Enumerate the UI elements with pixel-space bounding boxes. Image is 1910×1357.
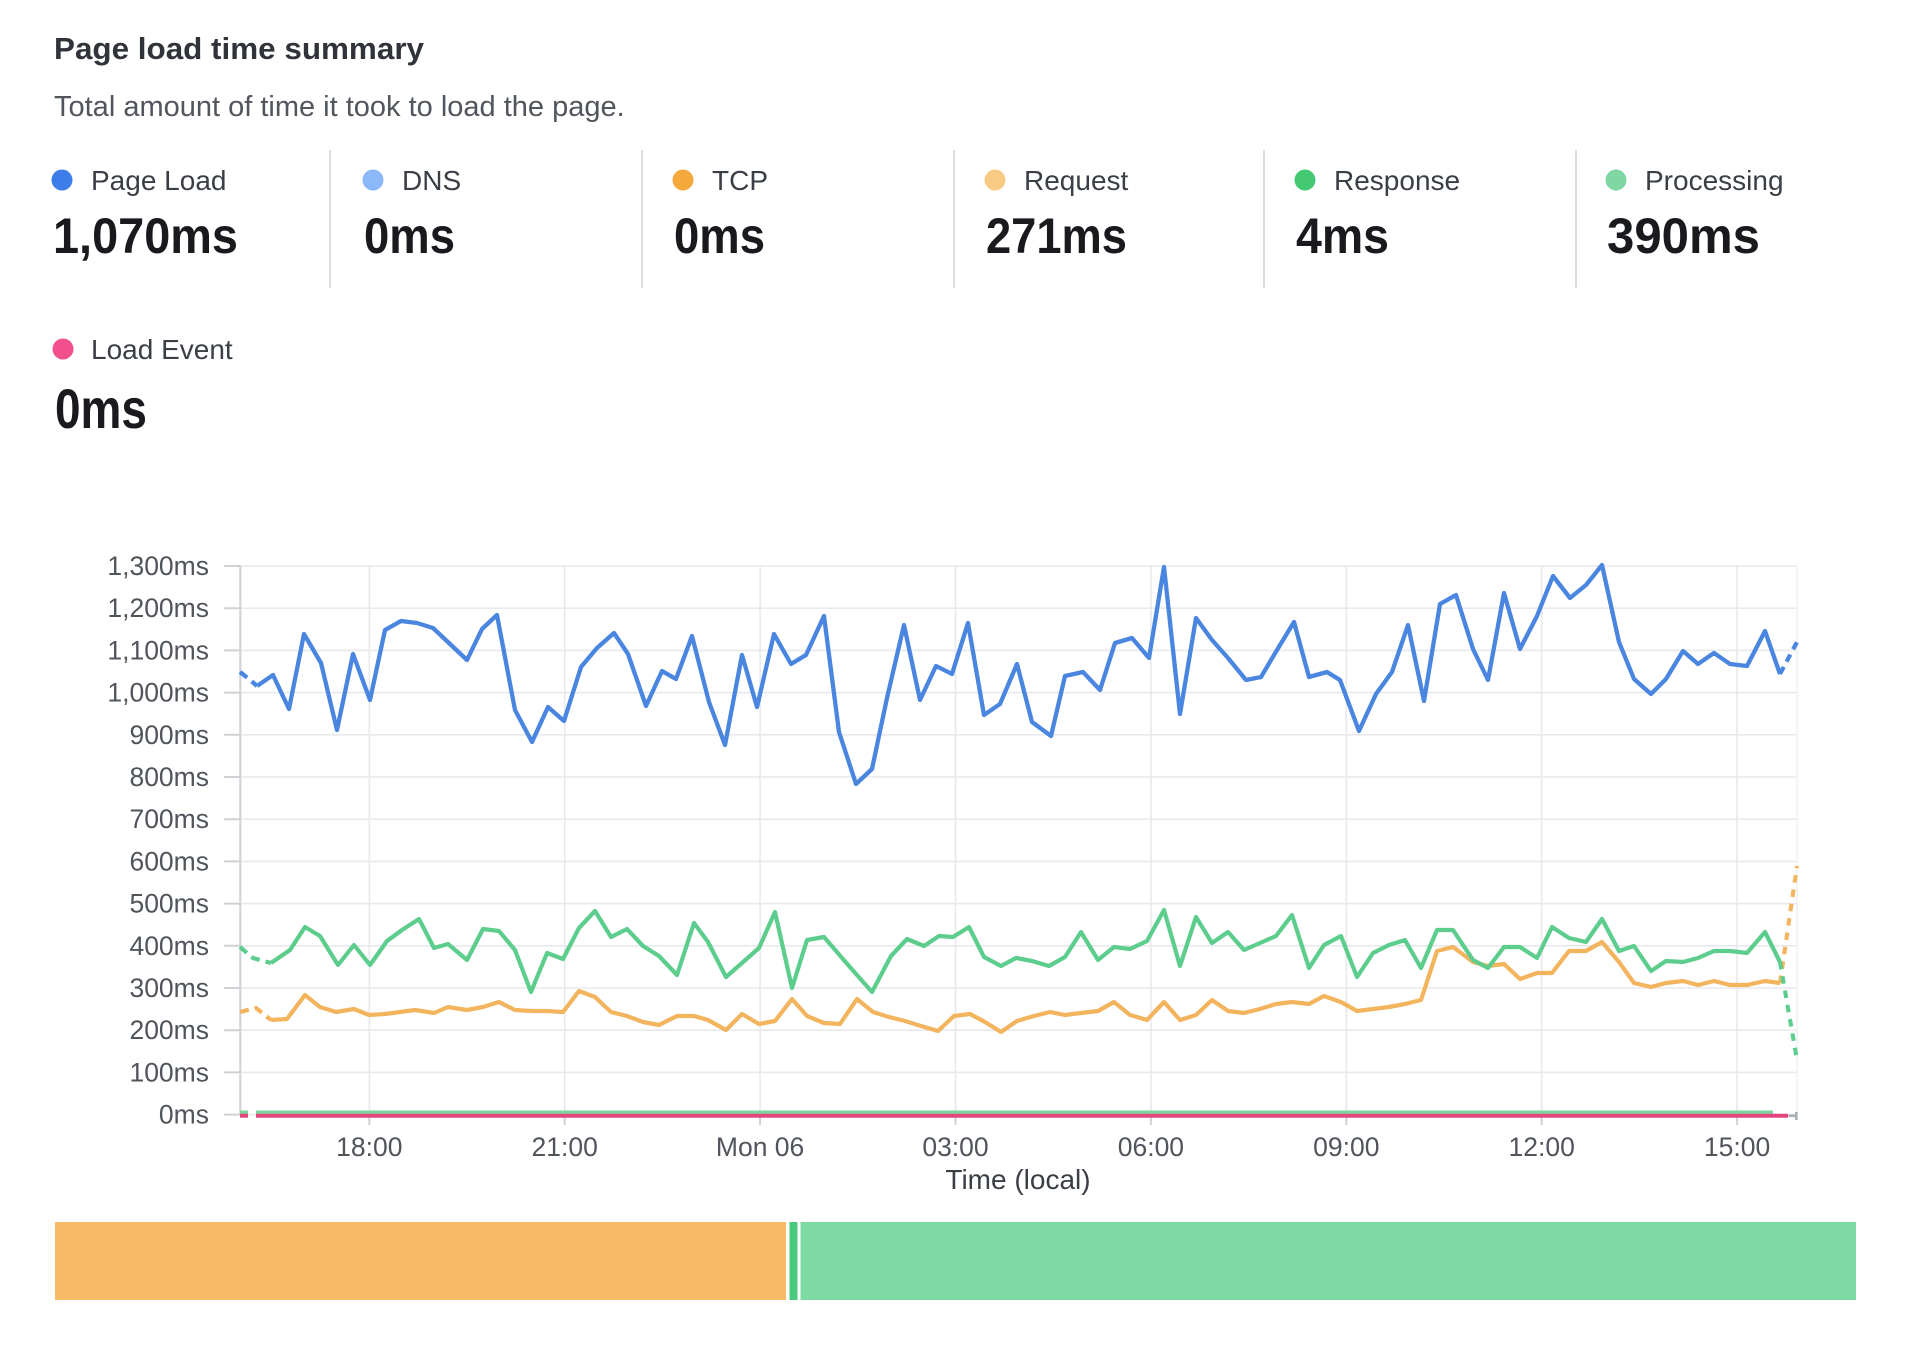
- svg-text:Mon 06: Mon 06: [716, 1132, 804, 1162]
- svg-text:0ms: 0ms: [55, 377, 147, 440]
- svg-text:21:00: 21:00: [532, 1132, 598, 1162]
- svg-text:0ms: 0ms: [674, 208, 765, 264]
- svg-text:0ms: 0ms: [364, 208, 455, 264]
- svg-text:271ms: 271ms: [986, 208, 1127, 264]
- svg-text:300ms: 300ms: [129, 973, 209, 1003]
- svg-text:Page Load: Page Load: [91, 165, 226, 196]
- svg-text:1,000ms: 1,000ms: [107, 678, 209, 708]
- svg-text:Total amount of time it took t: Total amount of time it took to load the…: [54, 91, 625, 123]
- svg-text:15:00: 15:00: [1704, 1132, 1770, 1162]
- svg-text:DNS: DNS: [402, 165, 461, 196]
- svg-text:0ms: 0ms: [159, 1100, 209, 1130]
- svg-text:Request: Request: [1024, 165, 1129, 196]
- svg-text:Processing: Processing: [1645, 165, 1784, 196]
- svg-text:1,070ms: 1,070ms: [53, 208, 238, 264]
- svg-text:06:00: 06:00: [1118, 1132, 1184, 1162]
- svg-text:1,100ms: 1,100ms: [107, 635, 209, 665]
- svg-text:1,300ms: 1,300ms: [107, 551, 209, 581]
- svg-text:TCP: TCP: [712, 165, 768, 196]
- svg-text:800ms: 800ms: [129, 762, 209, 792]
- svg-text:18:00: 18:00: [336, 1132, 402, 1162]
- svg-text:100ms: 100ms: [129, 1057, 209, 1087]
- svg-text:03:00: 03:00: [922, 1132, 988, 1162]
- svg-text:Time (local): Time (local): [945, 1164, 1090, 1195]
- svg-text:200ms: 200ms: [129, 1015, 209, 1045]
- svg-text:4ms: 4ms: [1296, 208, 1389, 264]
- svg-text:900ms: 900ms: [129, 720, 209, 750]
- svg-text:12:00: 12:00: [1509, 1132, 1575, 1162]
- svg-text:400ms: 400ms: [129, 931, 209, 961]
- svg-text:700ms: 700ms: [129, 804, 209, 834]
- svg-text:Load Event: Load Event: [91, 334, 233, 365]
- svg-text:390ms: 390ms: [1607, 208, 1760, 264]
- svg-text:09:00: 09:00: [1313, 1132, 1379, 1162]
- svg-text:Response: Response: [1334, 165, 1460, 196]
- svg-text:600ms: 600ms: [129, 846, 209, 876]
- svg-text:500ms: 500ms: [129, 889, 209, 919]
- svg-text:Page load time summary: Page load time summary: [54, 31, 425, 66]
- svg-text:1,200ms: 1,200ms: [107, 593, 209, 623]
